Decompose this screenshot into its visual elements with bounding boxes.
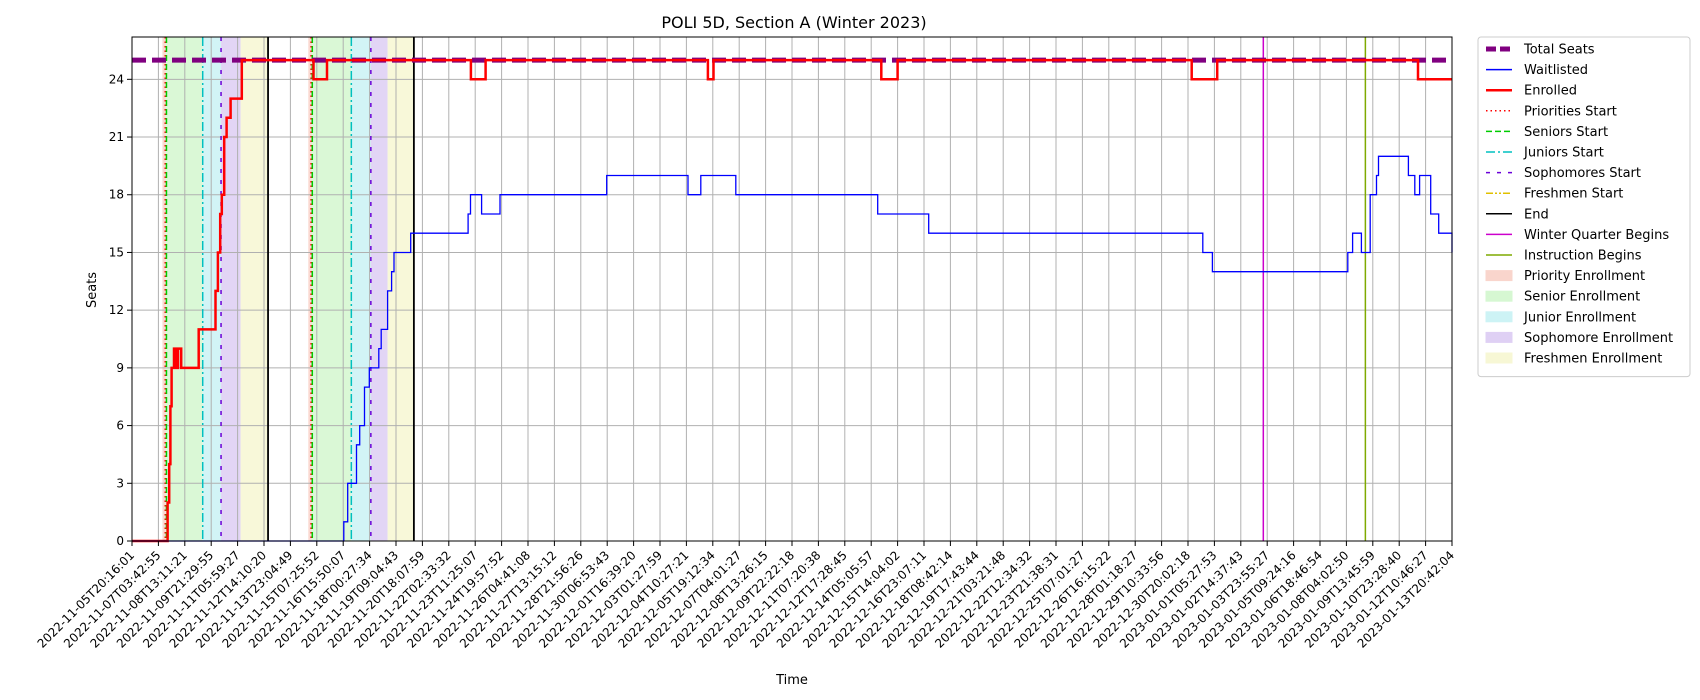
- legend-swatch-freshmen-enrollment: [1485, 352, 1513, 364]
- y-tick-label: 21: [109, 130, 124, 144]
- series-waitlisted-line: [132, 155, 1453, 542]
- legend-label-enrolled: Enrolled: [1524, 84, 1577, 99]
- series-enrolled-line: [132, 58, 1452, 543]
- legend-label-sophomore-enrollment: Sophomore Enrollment: [1524, 331, 1673, 346]
- x-axis-label: Time: [775, 673, 808, 688]
- legend-swatch-priority-enrollment: [1485, 270, 1513, 282]
- region-sophomore-enrollment: [370, 37, 388, 541]
- legend-label-total-seats: Total Seats: [1523, 43, 1595, 58]
- y-tick-label: 18: [109, 188, 124, 202]
- legend-label-juniors-start: Juniors Start: [1523, 146, 1604, 161]
- legend-label-sophomores-start: Sophomores Start: [1524, 166, 1641, 181]
- region-senior-enrollment: [165, 37, 203, 541]
- y-axis: 0 3 6 9 12 15 18 21 24: [109, 72, 132, 548]
- legend: Total Seats Waitlisted Enrolled Priorities …: [1477, 36, 1691, 378]
- y-tick-label: 6: [116, 419, 124, 433]
- legend-swatch-junior-enrollment: [1485, 311, 1513, 323]
- region-priority-enrollment: [308, 37, 312, 541]
- legend-label-end: End: [1524, 207, 1549, 222]
- legend-label-freshmen-start: Freshmen Start: [1524, 187, 1623, 202]
- region-priority-enrollment: [162, 37, 166, 541]
- event-lines: [164, 37, 1367, 541]
- legend-label-waitlisted: Waitlisted: [1524, 63, 1588, 78]
- region-junior-enrollment: [351, 37, 371, 541]
- legend-label-priority-enrollment: Priority Enrollment: [1524, 269, 1645, 284]
- legend-label-seniors-start: Seniors Start: [1524, 125, 1608, 140]
- shaded-regions: [162, 37, 414, 541]
- legend-label-winter-quarter-begins: Winter Quarter Begins: [1524, 228, 1669, 243]
- y-tick-label: 0: [116, 534, 124, 548]
- region-freshmen-enrollment: [240, 37, 269, 541]
- legend-label-freshmen-enrollment: Freshmen Enrollment: [1524, 352, 1662, 367]
- region-senior-enrollment: [311, 37, 352, 541]
- legend-swatch-senior-enrollment: [1485, 290, 1513, 302]
- legend-label-priorities-start: Priorities Start: [1524, 104, 1617, 119]
- y-tick-label: 3: [116, 476, 124, 490]
- y-tick-label: 9: [116, 361, 124, 375]
- legend-label-senior-enrollment: Senior Enrollment: [1524, 290, 1640, 305]
- legend-label-junior-enrollment: Junior Enrollment: [1523, 310, 1636, 325]
- y-axis-label: Seats: [85, 272, 100, 308]
- y-tick-label: 15: [109, 245, 124, 259]
- y-tick-label: 12: [109, 303, 124, 317]
- y-tick-label: 24: [109, 72, 124, 86]
- series-lines: [132, 57, 1453, 543]
- region-sophomore-enrollment: [221, 37, 241, 541]
- x-axis: 2022-11-05T20:16:012022-11-07T03:42:5520…: [35, 541, 1457, 651]
- legend-box: [1477, 36, 1691, 378]
- chart-title: POLI 5D, Section A (Winter 2023): [661, 13, 926, 32]
- region-junior-enrollment: [202, 37, 222, 541]
- legend-label-instruction-begins: Instruction Begins: [1524, 249, 1642, 264]
- legend-swatch-sophomore-enrollment: [1485, 331, 1513, 343]
